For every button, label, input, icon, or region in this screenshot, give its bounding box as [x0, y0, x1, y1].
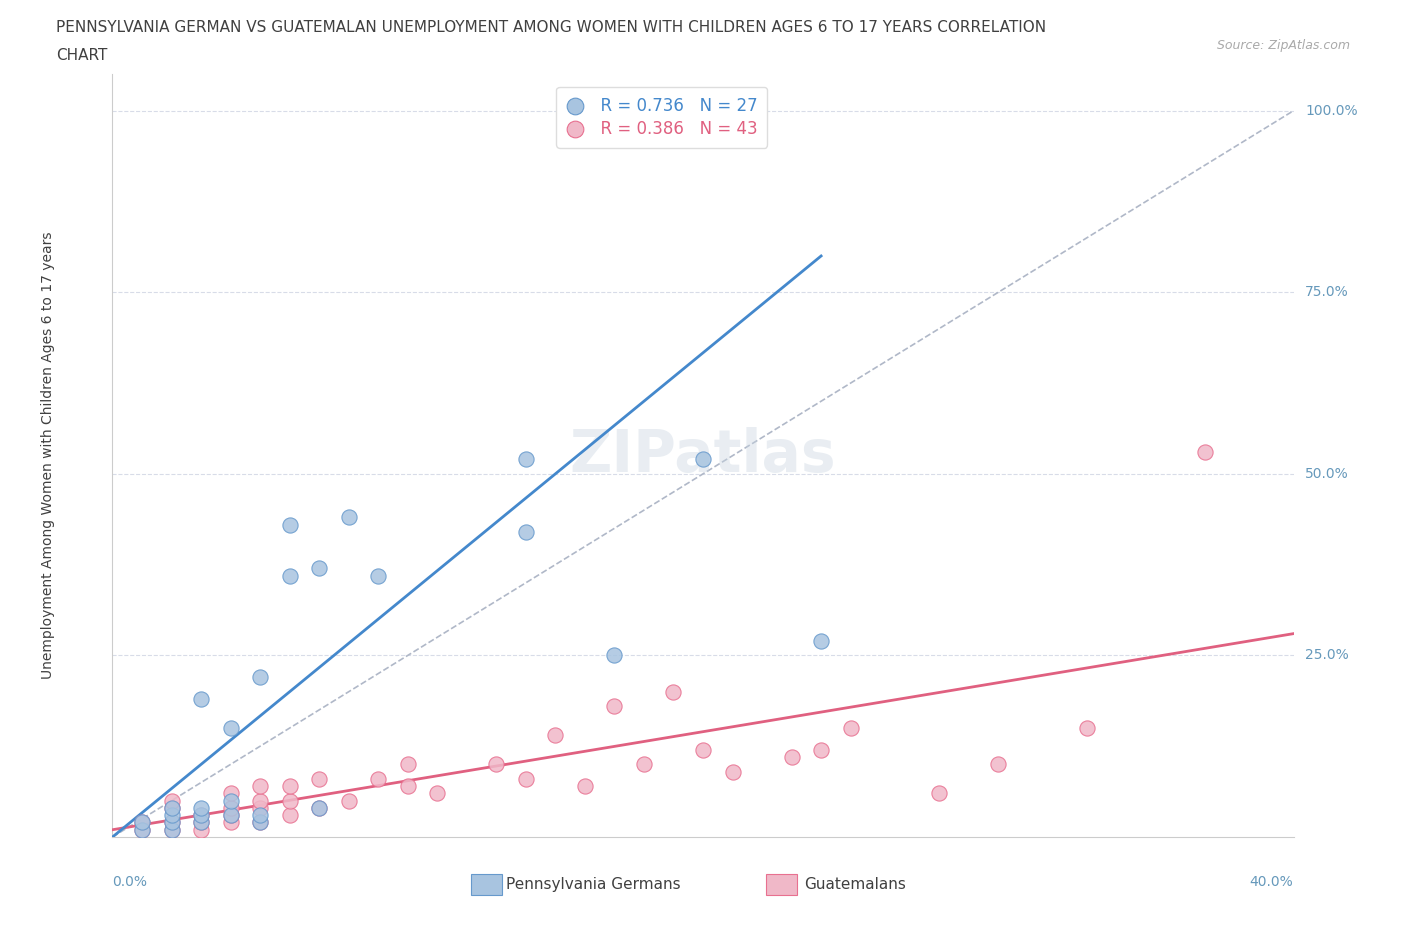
- Point: [249, 670, 271, 684]
- Point: [308, 801, 330, 816]
- Point: [219, 801, 242, 816]
- Point: [426, 786, 449, 801]
- Text: Guatemalans: Guatemalans: [804, 877, 905, 892]
- Point: [574, 778, 596, 793]
- Point: [839, 721, 862, 736]
- Point: [160, 801, 183, 816]
- Point: [1076, 721, 1098, 736]
- Point: [131, 815, 153, 830]
- Point: [603, 698, 626, 713]
- Point: [515, 525, 537, 539]
- Point: [219, 793, 242, 808]
- Point: [219, 786, 242, 801]
- Point: [190, 692, 212, 707]
- Point: [692, 742, 714, 757]
- Text: 100.0%: 100.0%: [1305, 104, 1358, 118]
- Point: [190, 808, 212, 823]
- Point: [633, 757, 655, 772]
- Point: [219, 808, 242, 823]
- Point: [515, 772, 537, 787]
- Point: [249, 808, 271, 823]
- Point: [278, 793, 301, 808]
- Point: [219, 721, 242, 736]
- Point: [190, 822, 212, 837]
- Point: [278, 808, 301, 823]
- Text: Source: ZipAtlas.com: Source: ZipAtlas.com: [1216, 39, 1350, 52]
- Point: [278, 517, 301, 532]
- Point: [603, 648, 626, 663]
- Point: [396, 778, 419, 793]
- Point: [160, 822, 183, 837]
- Point: [249, 815, 271, 830]
- Point: [485, 757, 508, 772]
- Legend:   R = 0.736   N = 27,   R = 0.386   N = 43: R = 0.736 N = 27, R = 0.386 N = 43: [557, 86, 768, 148]
- Point: [160, 793, 183, 808]
- Point: [160, 815, 183, 830]
- Text: Pennsylvania Germans: Pennsylvania Germans: [506, 877, 681, 892]
- Point: [219, 815, 242, 830]
- Point: [308, 561, 330, 576]
- Point: [190, 808, 212, 823]
- Point: [308, 772, 330, 787]
- Point: [337, 510, 360, 525]
- Point: [160, 808, 183, 823]
- Point: [810, 742, 832, 757]
- Point: [928, 786, 950, 801]
- Point: [190, 815, 212, 830]
- Point: [810, 633, 832, 648]
- Point: [249, 801, 271, 816]
- Point: [1194, 445, 1216, 459]
- Point: [249, 778, 271, 793]
- Point: [721, 764, 744, 779]
- Point: [692, 452, 714, 467]
- Point: [396, 757, 419, 772]
- Point: [190, 801, 212, 816]
- Point: [987, 757, 1010, 772]
- Text: Unemployment Among Women with Children Ages 6 to 17 years: Unemployment Among Women with Children A…: [41, 232, 55, 680]
- Text: 75.0%: 75.0%: [1305, 286, 1350, 299]
- Point: [337, 793, 360, 808]
- Point: [160, 822, 183, 837]
- Point: [219, 808, 242, 823]
- Point: [160, 815, 183, 830]
- Point: [249, 815, 271, 830]
- Text: 0.0%: 0.0%: [112, 875, 148, 889]
- Point: [515, 452, 537, 467]
- Point: [190, 815, 212, 830]
- Point: [544, 728, 567, 743]
- Point: [780, 750, 803, 764]
- Point: [131, 822, 153, 837]
- Text: 40.0%: 40.0%: [1250, 875, 1294, 889]
- Point: [367, 568, 389, 583]
- Text: ZIPatlas: ZIPatlas: [569, 427, 837, 485]
- Point: [662, 684, 685, 699]
- Text: CHART: CHART: [56, 48, 108, 63]
- Point: [367, 772, 389, 787]
- Point: [160, 801, 183, 816]
- Point: [278, 778, 301, 793]
- Text: 25.0%: 25.0%: [1305, 648, 1350, 662]
- Text: PENNSYLVANIA GERMAN VS GUATEMALAN UNEMPLOYMENT AMONG WOMEN WITH CHILDREN AGES 6 : PENNSYLVANIA GERMAN VS GUATEMALAN UNEMPL…: [56, 20, 1046, 35]
- Point: [131, 822, 153, 837]
- Point: [308, 801, 330, 816]
- Text: 50.0%: 50.0%: [1305, 467, 1350, 481]
- Point: [131, 815, 153, 830]
- Point: [249, 793, 271, 808]
- Point: [278, 568, 301, 583]
